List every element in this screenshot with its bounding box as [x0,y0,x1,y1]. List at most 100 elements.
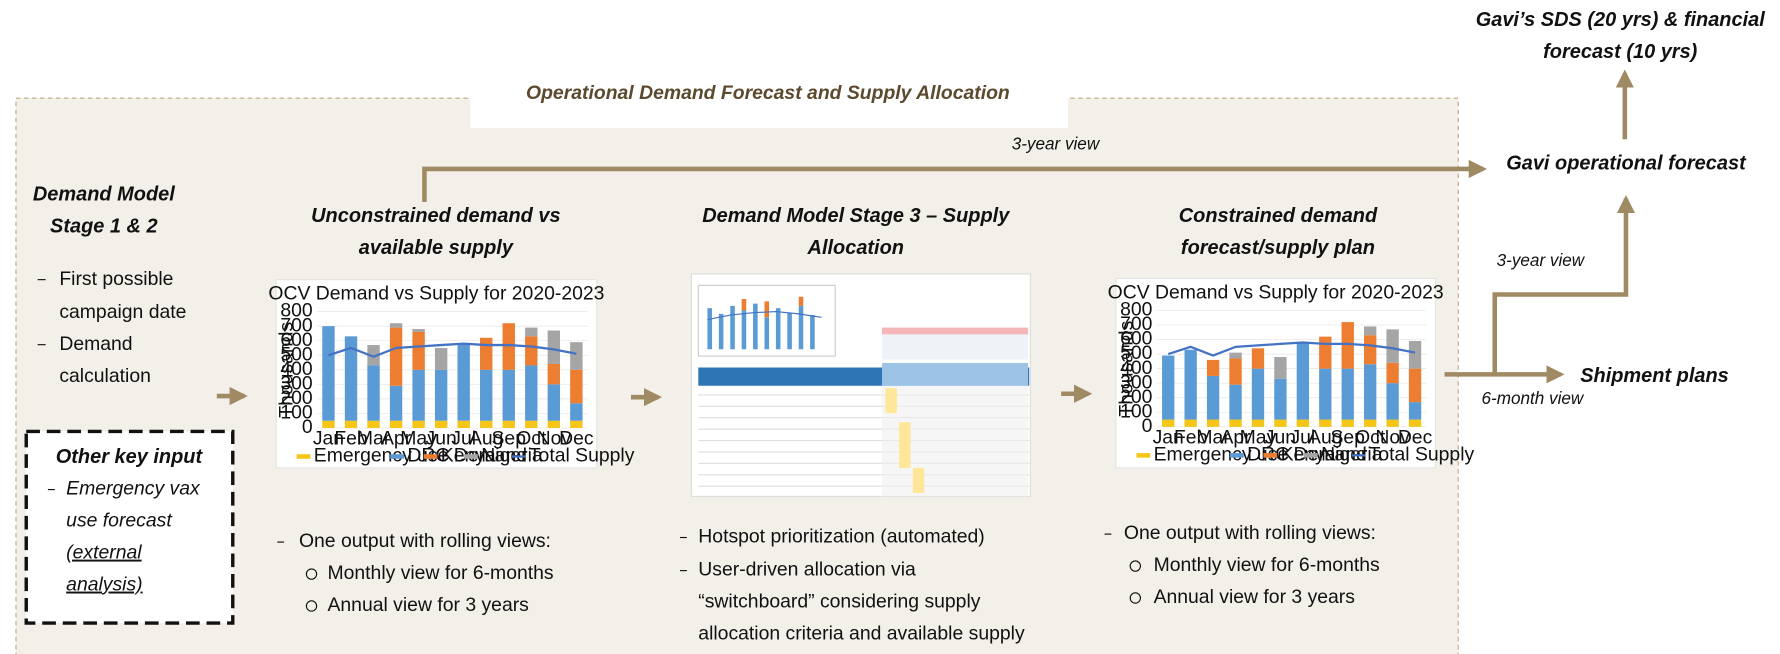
legend-label: Total Supply [529,445,635,467]
bar-segment [322,421,334,428]
bar-segment [1207,360,1219,376]
bar-segment [1409,420,1421,427]
bullet-text: calculation [59,365,151,387]
bar-segment [390,328,402,386]
bullet-text: Monthly view for 6-months [327,562,553,584]
legend-swatch [1304,453,1318,458]
bar-segment [1252,369,1264,420]
stage-title: Demand Model Stage 3 – Supply [702,205,1010,227]
stage-title: Demand Model [33,183,175,205]
bar-segment [1319,369,1331,420]
legend-label: Total Supply [1369,443,1475,465]
chart: OCV Demand vs Supply for 2020-2023Thousa… [268,280,634,468]
bar-segment [1342,369,1354,420]
spreadsheet-thumbnail [691,274,1030,497]
bar-segment [1386,363,1398,383]
bar-segment [412,370,424,421]
view-label: 3-year view [1497,251,1586,270]
bar-segment [1342,420,1354,427]
y-tick-label: 800 [280,300,313,322]
bar-segment [1342,322,1354,369]
bar-segment [412,329,424,332]
output-title: Gavi’s SDS (20 yrs) & financial [1476,9,1766,31]
bar-segment [1252,420,1264,427]
bar-segment [1274,357,1286,379]
bullet-text: Annual view for 3 years [1154,586,1355,608]
legend-swatch [1230,453,1244,458]
bar-segment [548,384,560,420]
bar-segment [548,331,560,364]
bullet-text: allocation criteria and available supply [698,623,1025,645]
y-tick-label: 800 [1120,299,1153,321]
bar-segment [1229,358,1241,384]
bar-segment [480,338,492,370]
bullet-text: Hotspot prioritization (automated) [698,526,984,548]
bar-segment [1229,353,1241,359]
output-title: Shipment plans [1580,365,1729,387]
bar-segment [1319,337,1331,369]
stage-title: Unconstrained demand vs [311,205,560,227]
bullet-text: campaign date [59,301,186,323]
bar-segment [570,403,582,420]
view-label: 3-year view [1012,135,1101,154]
chart: OCV Demand vs Supply for 2020-2023Thousa… [1108,279,1475,468]
bar-segment [1297,342,1309,419]
bar-segment [1274,420,1286,427]
bar-segment [435,348,447,370]
bar-segment [457,344,469,421]
bar-segment [435,421,447,428]
bar-segment [1364,335,1376,364]
bullet-text: First possible [59,268,173,290]
bar-segment [1162,420,1174,427]
bullet-text: Annual view for 3 years [327,594,528,616]
page: {"frame_title": "Operational Demand Fore… [0,0,1780,654]
bar-segment [525,328,537,337]
bar-segment [1409,369,1421,402]
stage-title: available supply [359,237,514,259]
bullet-text: Demand [59,333,132,355]
bar-segment [1364,364,1376,419]
bullet-text: Emergency vax [66,478,201,500]
bullet-text: One output with rolling views: [1124,522,1376,544]
bar-segment [1207,420,1219,427]
bar-segment [503,421,515,428]
bar-segment [345,421,357,428]
bar-segment [525,365,537,420]
bar-segment [570,342,582,370]
legend-swatch [1263,453,1277,458]
legend-swatch [424,454,438,459]
stage-title: Stage 1 & 2 [50,215,158,237]
bar-segment [525,336,537,365]
bullet-text: One output with rolling views: [299,530,551,552]
bar-segment [367,421,379,428]
bar-segment [412,332,424,370]
stage-title: Allocation [807,237,904,259]
bar-segment [1252,348,1264,368]
bar-segment [503,370,515,421]
bullet-text: “switchboard” considering supply [698,591,980,613]
bar-segment [1386,329,1398,362]
legend-swatch [464,454,478,459]
bar-segment [570,421,582,428]
bar-segment [322,326,334,421]
output-title: Gavi operational forecast [1506,153,1747,175]
bullet-text: (external [66,542,142,564]
bar-segment [480,370,492,421]
bar-segment [367,365,379,420]
bullet-text: Monthly view for 6-months [1154,554,1380,576]
bullet-text: analysis) [66,574,142,596]
bar-segment [1162,356,1174,420]
legend-swatch [390,454,404,459]
bullet-text: User-driven allocation via [698,559,916,581]
output-title: forecast (10 yrs) [1543,41,1698,63]
bar-segment [412,421,424,428]
view-label: 6-month view [1482,389,1585,408]
bar-segment [1207,376,1219,420]
legend-swatch [297,454,311,459]
bullet-text: use forecast [66,510,173,532]
arrow [1495,199,1626,375]
bar-segment [390,386,402,421]
bar-segment [503,323,515,370]
bar-segment [1409,402,1421,419]
bar-segment [1229,385,1241,420]
